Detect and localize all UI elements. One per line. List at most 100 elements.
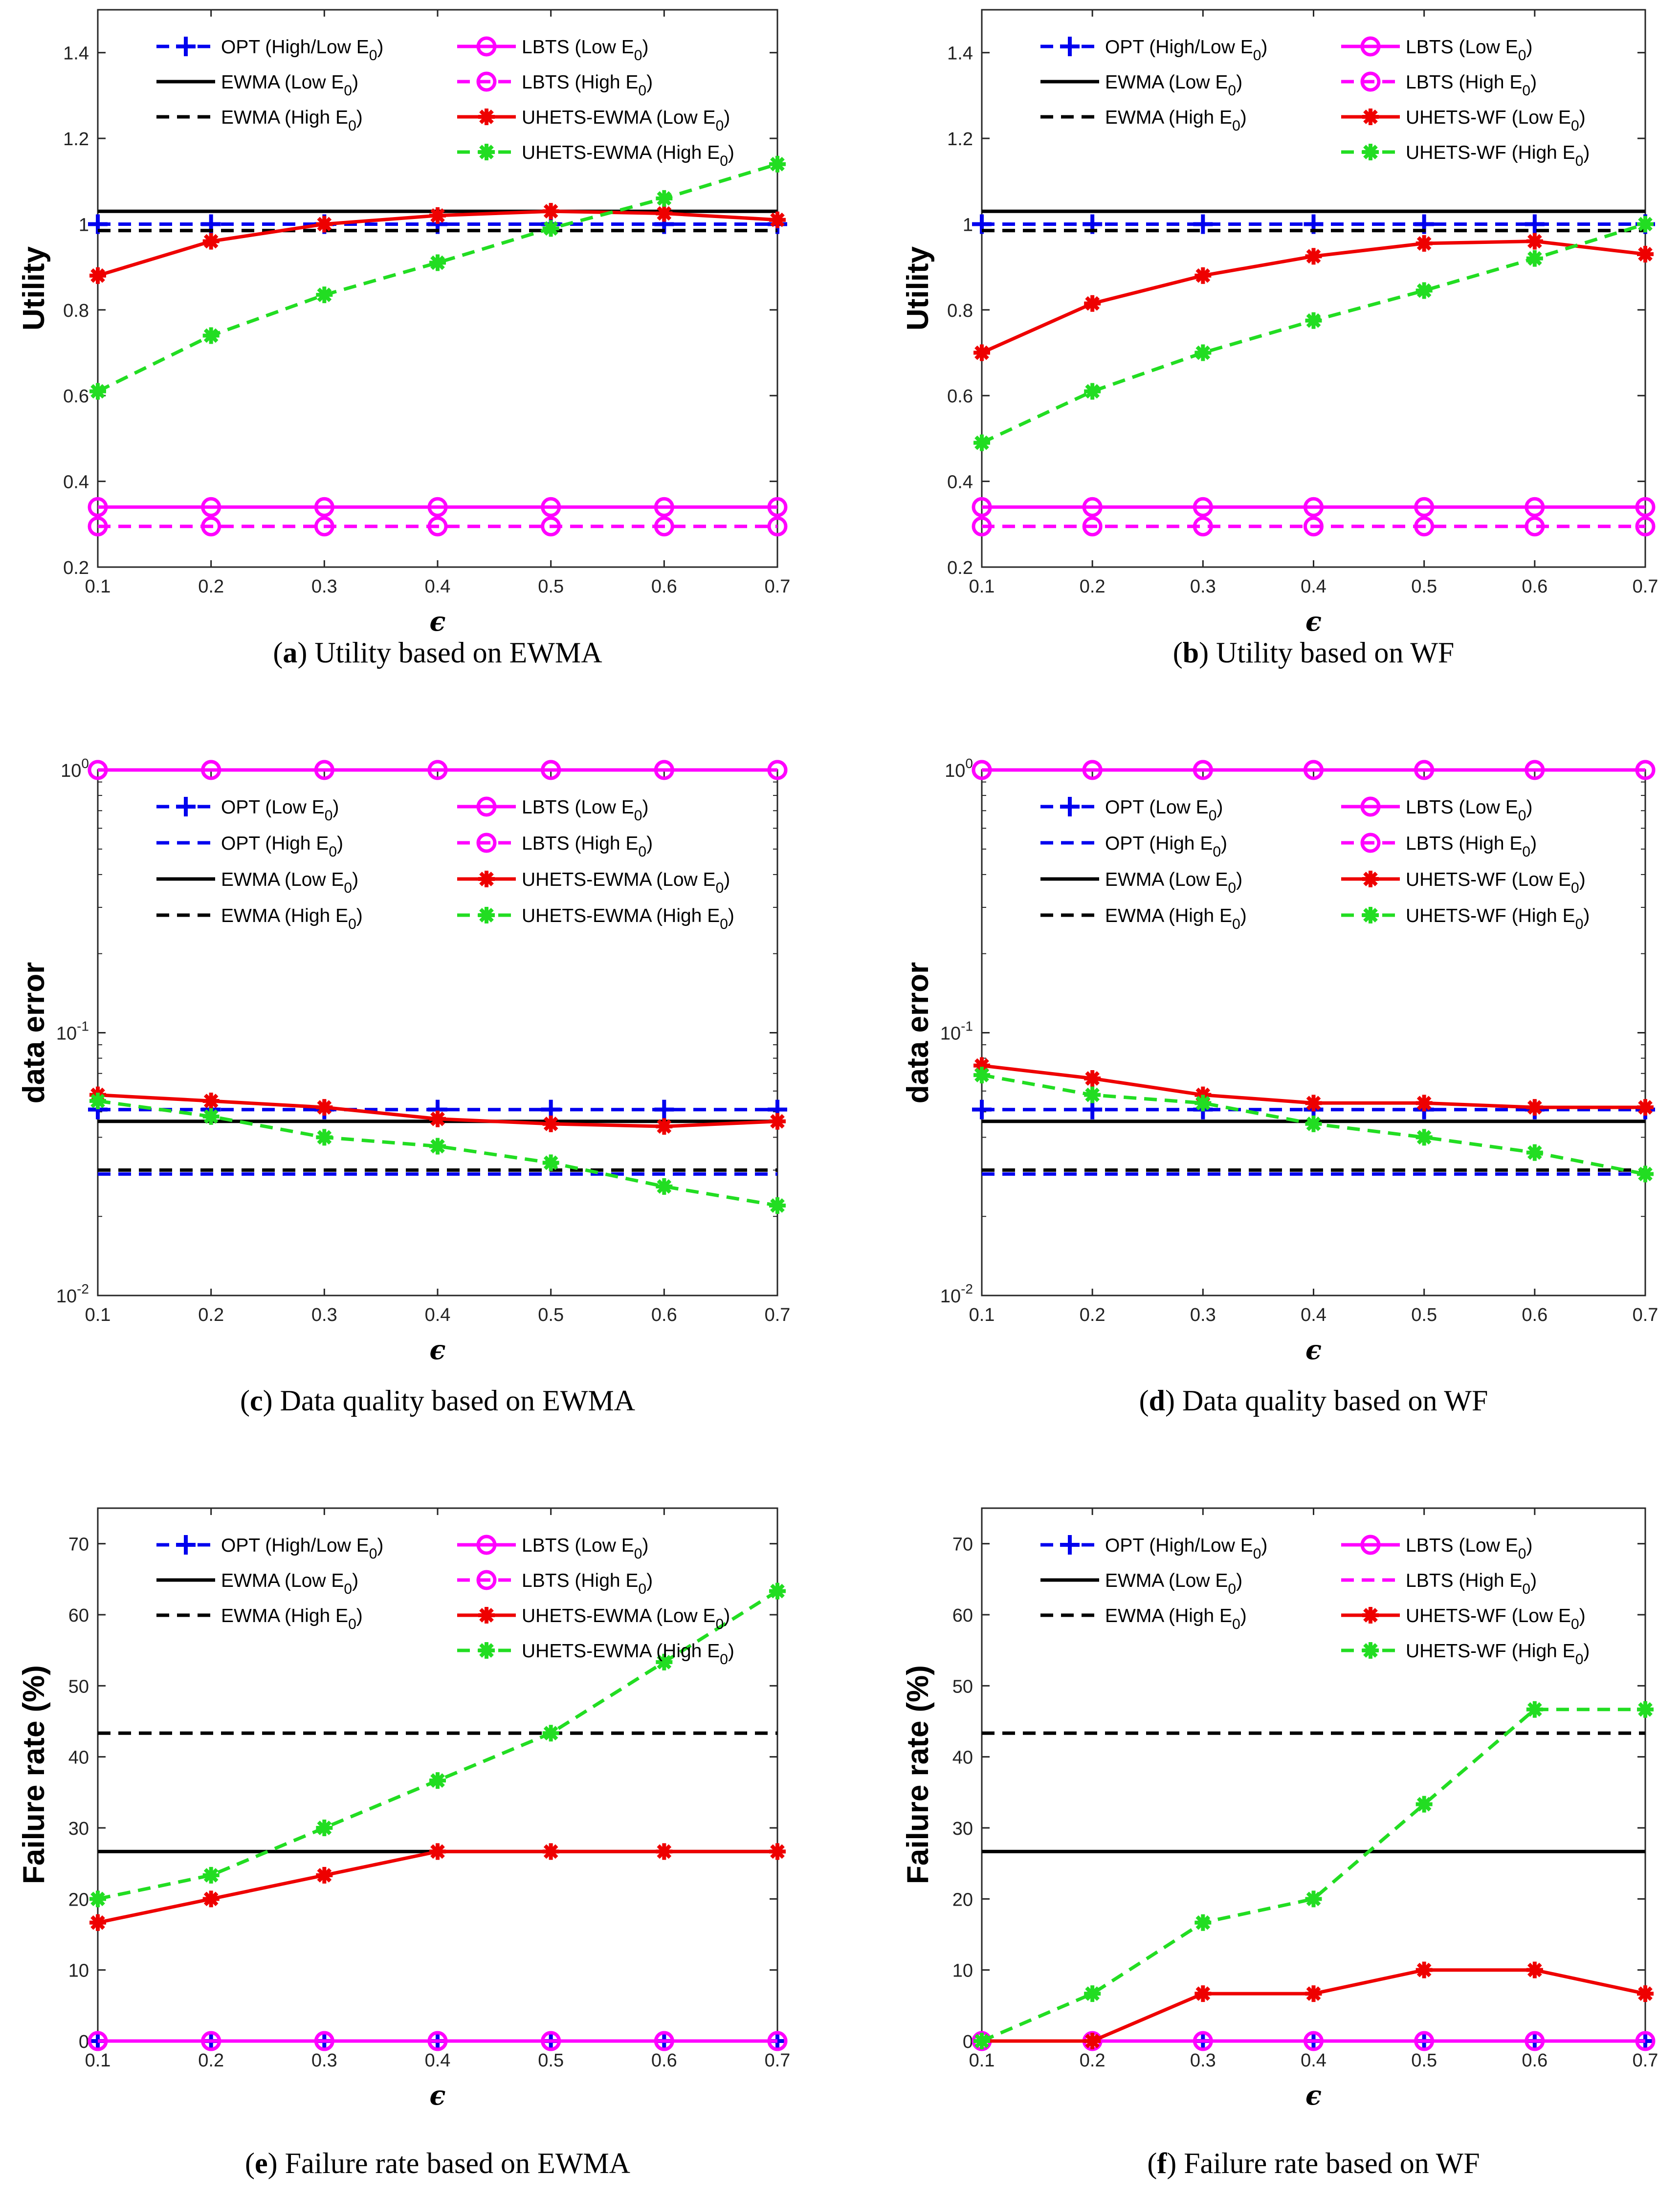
legend-item: LBTS (Low E0) — [457, 36, 648, 64]
y-axis-label: data error — [901, 962, 935, 1103]
legend-item: UHETS-WF (High E0) — [1341, 142, 1590, 169]
data-point — [1305, 1095, 1322, 1112]
y-tick-label: 10-1 — [56, 1019, 89, 1044]
data-point — [1194, 1914, 1212, 1931]
legend-label: OPT (Low E0) — [221, 797, 339, 824]
y-tick-label: 30 — [952, 1819, 973, 1839]
data-point — [973, 344, 990, 361]
x-axis-label: ϵ — [430, 606, 446, 637]
data-point — [88, 2031, 108, 2051]
legend-label: UHETS-WF (Low E0) — [1406, 107, 1586, 134]
data-point — [89, 383, 106, 400]
data-point — [654, 516, 674, 537]
legend-label: OPT (High/Low E0) — [221, 1535, 383, 1562]
data-point — [656, 190, 673, 207]
legend-item: EWMA (High E0) — [1040, 1605, 1247, 1632]
data-point — [314, 516, 334, 537]
x-tick-label: 0.1 — [969, 576, 995, 597]
data-point — [542, 1725, 559, 1742]
data-point — [89, 1914, 106, 1931]
data-point — [656, 1653, 673, 1670]
legend-marker — [1362, 907, 1379, 923]
chart-panel-e: 0.1 0.2 0.3 0.4 0.5 0.6 0.7 0 10 20 30 40 50 60 70 ϵ Fai… — [17, 1507, 790, 2179]
legend-label: UHETS-EWMA (Low E0) — [522, 1605, 730, 1632]
data-point — [202, 1867, 220, 1884]
legend-label: LBTS (Low E0) — [522, 37, 648, 64]
data-point — [1525, 760, 1545, 780]
x-tick-label: 0.2 — [1080, 576, 1105, 597]
x-tick-label: 0.5 — [538, 576, 564, 597]
data-point — [1525, 497, 1545, 517]
legend-label: LBTS (High E0) — [522, 1570, 653, 1597]
legend-label: EWMA (Low E0) — [1105, 1570, 1242, 1597]
legend-item: LBTS (High E0) — [457, 71, 653, 99]
legend-item: UHETS-EWMA (Low E0) — [457, 869, 730, 896]
y-tick-label: 100 — [61, 756, 89, 781]
legend-item: LBTS (Low E0) — [1341, 796, 1532, 824]
y-tick-label: 0 — [79, 2032, 89, 2052]
x-tick-label: 0.2 — [1080, 2050, 1105, 2071]
data-point — [1637, 245, 1654, 263]
legend: OPT (High/Low E0) EWMA (Low E0) EWMA (High… — [1040, 36, 1590, 169]
legend-item: EWMA (Low E0) — [1040, 869, 1242, 896]
y-tick-label: 1.4 — [63, 44, 89, 64]
legend-item: EWMA (High E0) — [156, 107, 363, 134]
data-point — [202, 233, 220, 250]
data-point — [541, 760, 561, 780]
data-point — [427, 497, 448, 517]
y-tick-label: 0.6 — [947, 386, 973, 407]
data-point — [973, 2033, 990, 2049]
x-tick-label: 0.5 — [538, 2050, 564, 2071]
data-point — [427, 516, 448, 537]
legend-marker — [476, 833, 497, 853]
legend-item: OPT (High/Low E0) — [1040, 37, 1267, 64]
data-point — [1635, 760, 1656, 780]
legend-marker — [176, 1535, 196, 1555]
data-point — [1637, 1701, 1654, 1718]
y-tick-label: 10 — [68, 1961, 89, 1981]
data-point — [542, 1843, 559, 1860]
data-point — [89, 1890, 106, 1908]
legend: OPT (High/Low E0) EWMA (Low E0) EWMA (High… — [156, 36, 734, 169]
data-point — [1637, 216, 1654, 233]
legend-item: OPT (High E0) — [156, 833, 343, 860]
data-point — [1084, 2033, 1101, 2049]
data-point — [1082, 760, 1103, 780]
legend-label: LBTS (High E0) — [522, 72, 653, 99]
data-point — [1305, 312, 1322, 329]
legend-marker — [478, 907, 495, 923]
legend-item: EWMA (High E0) — [1040, 905, 1247, 932]
x-tick-label: 0.1 — [969, 1305, 995, 1325]
data-point — [972, 497, 992, 517]
data-point — [972, 516, 992, 537]
legend-item: UHETS-WF (Low E0) — [1341, 869, 1586, 896]
data-point — [429, 1772, 446, 1789]
y-tick-label: 100 — [945, 756, 973, 781]
x-tick-label: 0.2 — [198, 2050, 224, 2071]
legend-label: UHETS-EWMA (High E0) — [522, 905, 734, 932]
legend-label: OPT (High E0) — [221, 833, 343, 860]
x-tick-label: 0.7 — [1633, 2050, 1658, 2071]
legend-item: UHETS-WF (High E0) — [1341, 905, 1590, 932]
data-point — [1526, 233, 1543, 250]
legend-label: LBTS (Low E0) — [1406, 1535, 1532, 1562]
x-tick-label: 0.3 — [1190, 2050, 1216, 2071]
y-axis-label: Failure rate (%) — [17, 1665, 51, 1884]
data-point — [429, 1110, 446, 1127]
y-axis-label: Utility — [17, 246, 51, 330]
data-point — [1193, 516, 1213, 537]
x-tick-label: 0.6 — [651, 2050, 677, 2071]
y-axis-label: Utility — [901, 246, 935, 330]
legend-label: UHETS-WF (Low E0) — [1406, 869, 1586, 896]
data-point — [654, 497, 674, 517]
plot-area — [981, 9, 1646, 568]
legend-item: LBTS (High E0) — [1341, 71, 1537, 99]
legend-label: LBTS (High E0) — [1406, 833, 1537, 860]
legend-marker — [176, 37, 196, 56]
data-point — [1082, 516, 1103, 537]
data-point — [1525, 516, 1545, 537]
y-tick-label: 0.4 — [63, 472, 89, 493]
x-axis-label: ϵ — [1305, 2080, 1322, 2111]
plot-area — [981, 1507, 1646, 2042]
legend-label: OPT (High/Low E0) — [221, 37, 383, 64]
